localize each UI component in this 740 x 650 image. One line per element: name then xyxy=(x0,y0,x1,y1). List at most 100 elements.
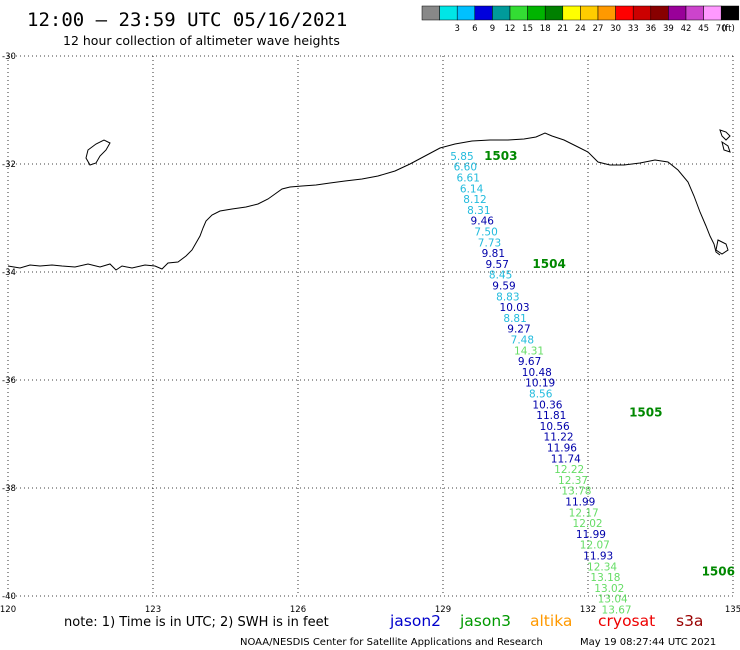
wave-height-value: 8.81 xyxy=(503,313,526,325)
lat-label: -36 xyxy=(2,376,16,386)
legend-label: 18 xyxy=(540,24,551,34)
lon-label: 126 xyxy=(290,605,306,615)
lat-label: -30 xyxy=(2,52,16,62)
wave-height-value: 11.96 xyxy=(547,443,577,455)
wave-height-value: 7.50 xyxy=(474,227,497,239)
wave-height-value: 10.36 xyxy=(532,399,562,411)
wave-height-value: 12.17 xyxy=(569,507,599,519)
wave-height-value: 11.93 xyxy=(583,551,613,563)
wave-height-value: 9.67 xyxy=(518,356,541,368)
pass-labels: 1503 1504 1505 1506 xyxy=(484,149,735,579)
wave-height-value: 11.99 xyxy=(565,497,595,509)
satellite-legend: jason2 jason3 altika cryosat s3a xyxy=(389,612,703,630)
legend-swatch xyxy=(580,5,599,21)
wave-height-value: 10.56 xyxy=(540,421,570,433)
legend-label: 9 xyxy=(490,24,495,34)
satellite-jason3: jason3 xyxy=(459,612,511,630)
wave-height-value: 13.67 xyxy=(602,605,632,617)
wave-height-value: 10.03 xyxy=(500,302,530,314)
legend-swatch xyxy=(685,5,704,21)
legend-label: 27 xyxy=(593,24,604,34)
legend-swatch xyxy=(439,5,458,21)
pass-number-label: 1505 xyxy=(629,405,662,419)
legend-swatch xyxy=(703,5,722,21)
wave-height-value: 12.07 xyxy=(580,540,610,552)
wave-height-value: 10.48 xyxy=(522,367,552,379)
wave-height-value: 8.12 xyxy=(463,194,486,206)
lat-label: -34 xyxy=(2,268,16,278)
legend-swatch xyxy=(474,5,493,21)
lon-label: 120 xyxy=(0,605,16,615)
legend-swatch xyxy=(720,5,740,21)
wave-height-value: 8.83 xyxy=(496,291,519,303)
wave-height-value: 11.99 xyxy=(576,529,606,541)
wave-height-value: 13.02 xyxy=(594,583,624,595)
coastline xyxy=(7,129,731,271)
page-title: 12:00 – 23:59 UTC 05/16/2021 xyxy=(27,9,347,31)
legend-swatch xyxy=(562,5,581,21)
wave-height-value: 13.04 xyxy=(598,594,628,606)
legend-label: 15 xyxy=(522,24,533,34)
satellite-jason2: jason2 xyxy=(389,612,441,630)
legend-swatch xyxy=(597,5,616,21)
legend-swatch xyxy=(456,5,476,21)
wave-height-value: 11.22 xyxy=(544,432,574,444)
wave-height-value: 12.34 xyxy=(587,561,617,573)
color-legend: 3 6 9 12 15 18 21 24 27 30 33 36 39 42 45 70(ft) xyxy=(421,5,740,34)
legend-swatch xyxy=(527,5,546,21)
wave-height-value: 10.19 xyxy=(525,378,555,390)
wave-height-value: 6.61 xyxy=(457,173,480,185)
wave-height-value: 9.81 xyxy=(482,248,505,260)
pass-number-label: 1504 xyxy=(532,257,565,271)
wave-height-value: 12.02 xyxy=(573,518,603,530)
legend-label: 39 xyxy=(663,24,674,34)
wave-height-value: 8.56 xyxy=(529,389,553,401)
lon-label: 129 xyxy=(435,605,451,615)
pass-number-label: 1506 xyxy=(702,565,735,579)
latitude-labels: -30 -32 -34 -36 -38 -40 xyxy=(2,52,16,602)
wave-height-value: 9.46 xyxy=(471,216,495,228)
legend-label: 36 xyxy=(645,24,656,34)
pass-number-label: 1503 xyxy=(484,149,517,163)
legend-label: 24 xyxy=(575,24,586,34)
legend-label: 6 xyxy=(472,24,477,34)
lat-label: -40 xyxy=(2,592,16,602)
legend-swatch xyxy=(668,5,687,21)
legend-swatch xyxy=(492,5,511,21)
wave-height-value: 9.57 xyxy=(486,259,509,271)
legend-unit: (ft) xyxy=(722,24,735,34)
legend-label: 33 xyxy=(628,24,639,34)
wave-height-value: 8.45 xyxy=(489,270,512,282)
wave-height-value: 13.18 xyxy=(590,572,620,584)
wave-height-value: 14.31 xyxy=(514,345,544,357)
wave-height-value: 12.22 xyxy=(554,464,584,476)
lat-label: -38 xyxy=(2,484,16,494)
wave-height-value: 11.74 xyxy=(551,453,581,465)
wave-height-value: 7.48 xyxy=(511,335,534,347)
footer-note: note: 1) Time is in UTC; 2) SWH is in fe… xyxy=(64,615,329,630)
longitude-labels: 120 123 126 129 132 135 xyxy=(0,605,740,615)
coastline-east-islands xyxy=(719,129,731,153)
legend-swatch xyxy=(615,5,634,21)
coastline-spencer-gulf xyxy=(715,239,729,255)
legend-label: 42 xyxy=(681,24,692,34)
footer-timestamp: May 19 08:27:44 UTC 2021 xyxy=(580,637,716,648)
legend-label: 30 xyxy=(610,24,621,34)
lon-label: 135 xyxy=(725,605,740,615)
satellite-s3a: s3a xyxy=(676,612,703,630)
page-subtitle: 12 hour collection of altimeter wave hei… xyxy=(63,33,340,48)
lon-label: 132 xyxy=(580,605,596,615)
legend-swatch xyxy=(509,5,528,21)
satellite-cryosat: cryosat xyxy=(598,612,655,630)
legend-label: 3 xyxy=(454,24,459,34)
wave-height-value: 12.37 xyxy=(558,475,588,487)
lat-label: -32 xyxy=(2,160,16,170)
coastline-mainland xyxy=(7,132,721,271)
coastline-kangaroo-island xyxy=(85,139,111,166)
graticule xyxy=(7,55,734,597)
footer-credit: NOAA/NESDIS Center for Satellite Applica… xyxy=(240,637,543,648)
satellite-altika: altika xyxy=(530,612,572,630)
wave-height-value: 9.59 xyxy=(492,281,515,293)
legend-swatch xyxy=(632,5,652,21)
